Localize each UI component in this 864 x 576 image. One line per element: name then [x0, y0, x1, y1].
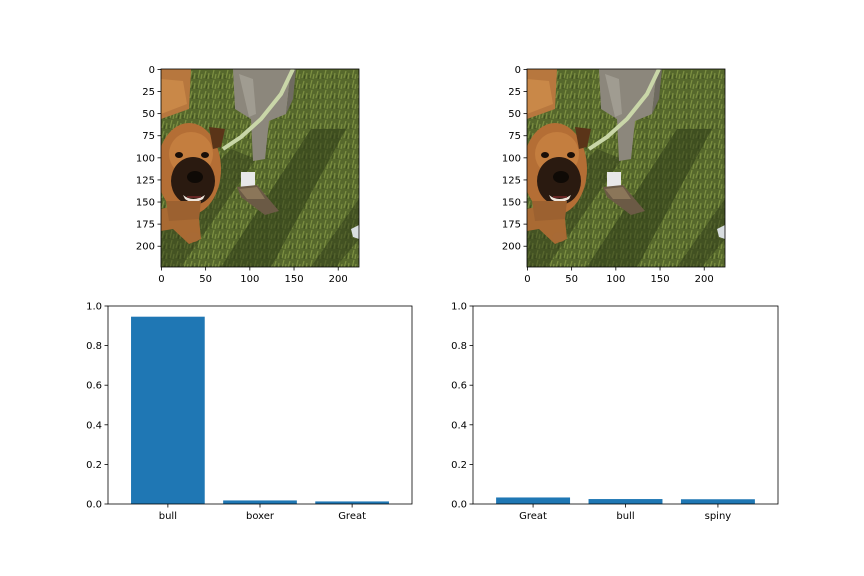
y-tick-label: 50: [508, 109, 521, 120]
y-tick-label: 0: [149, 65, 155, 76]
y-tick-label: 200: [502, 242, 521, 253]
y-tick-label: 0.2: [451, 460, 467, 471]
x-tick-label: 100: [606, 274, 625, 285]
bar-chart-2: 0.0 0.2 0.4 0.6 0.8 1.0 Great bull spiny: [451, 302, 779, 522]
x-tick-label: 200: [695, 274, 714, 285]
y-tick-label: 1.0: [451, 302, 467, 313]
bar-chart-1: 0.0 0.2 0.4 0.6 0.8 1.0 bull boxer Great: [86, 302, 413, 522]
y-tick-label: 0.2: [86, 460, 102, 471]
x-tick-label: 50: [565, 274, 578, 285]
y-tick-label: 0.4: [451, 420, 467, 431]
y-tick-label: 0: [515, 65, 521, 76]
y-tick-label: 100: [136, 153, 155, 164]
x-ticks: 0 50 100 150 200: [524, 267, 714, 285]
x-ticks: bull boxer Great: [159, 504, 366, 522]
axes-frame: [526, 68, 726, 268]
y-tick-label: 25: [508, 87, 521, 98]
x-tick-label: 0: [524, 274, 530, 285]
y-tick-label: 0.0: [451, 500, 467, 511]
x-tick-label: 100: [240, 274, 259, 285]
y-tick-label: 0.0: [86, 500, 102, 511]
y-ticks: 0 25 50 75 100 125 150 175 200: [136, 65, 161, 253]
dog-photo: [157, 69, 359, 267]
y-tick-label: 0.6: [86, 381, 102, 392]
y-tick-label: 0.6: [451, 381, 467, 392]
x-tick-label: bull: [159, 511, 177, 522]
x-tick-label: 0: [158, 274, 164, 285]
y-tick-label: 100: [502, 153, 521, 164]
y-tick-label: 50: [142, 109, 155, 120]
bar-spiny: [680, 499, 755, 504]
y-ticks: 0.0 0.2 0.4 0.6 0.8 1.0: [451, 302, 473, 511]
y-tick-label: 125: [502, 175, 521, 186]
y-tick-label: 75: [142, 131, 155, 142]
x-tick-label: Great: [519, 511, 547, 522]
y-tick-label: 150: [502, 198, 521, 209]
y-tick-label: 0.8: [86, 341, 102, 352]
x-tick-label: 150: [650, 274, 669, 285]
y-tick-label: 0.8: [451, 341, 467, 352]
y-ticks: 0 25 50 75 100 125 150 175 200: [502, 65, 527, 253]
x-tick-label: 200: [329, 274, 348, 285]
y-tick-label: 1.0: [86, 302, 102, 313]
dog-photo: [523, 69, 725, 267]
bar-boxer: [223, 500, 297, 504]
x-tick-label: 150: [284, 274, 303, 285]
y-tick-label: 0.4: [86, 420, 102, 431]
y-tick-label: 75: [508, 131, 521, 142]
x-ticks: Great bull spiny: [519, 504, 731, 522]
y-tick-label: 175: [502, 220, 521, 231]
x-tick-label: boxer: [246, 511, 275, 522]
bar-bull: [131, 316, 205, 504]
axes-frame: [160, 68, 360, 268]
y-tick-label: 150: [136, 198, 155, 209]
x-tick-label: 50: [199, 274, 212, 285]
x-ticks: 0 50 100 150 200: [158, 267, 348, 285]
image-axes-2: 0 25 50 75 100 125 150 175 200 0 50 100 150 200: [502, 65, 725, 285]
x-tick-label: spiny: [705, 511, 732, 522]
bar-great: [315, 501, 389, 504]
bar-bull: [588, 499, 663, 504]
bars: [496, 497, 755, 504]
x-tick-label: Great: [338, 511, 366, 522]
image-axes-1: 0 25 50 75 100 125 150 175 200 0 50 100 150 200: [136, 65, 359, 285]
bars: [131, 316, 389, 504]
y-tick-label: 125: [136, 175, 155, 186]
y-ticks: 0.0 0.2 0.4 0.6 0.8 1.0: [86, 302, 108, 511]
bar-great: [496, 497, 571, 504]
x-tick-label: bull: [616, 511, 634, 522]
axes-frame: [472, 305, 779, 505]
y-tick-label: 25: [142, 87, 155, 98]
y-tick-label: 200: [136, 242, 155, 253]
y-tick-label: 175: [136, 220, 155, 231]
